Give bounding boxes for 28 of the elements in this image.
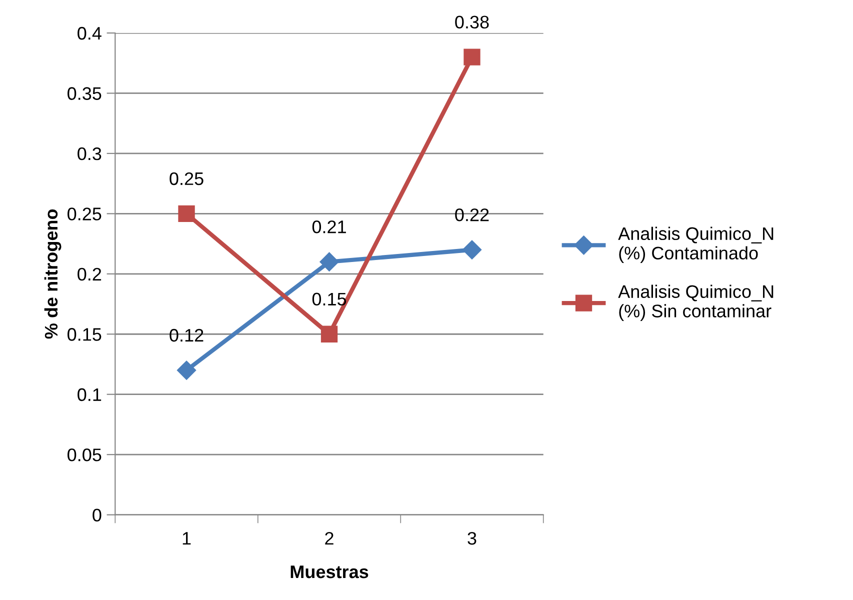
data-label: 0.21	[312, 220, 346, 234]
y-axis-title: % de nitrogeno	[44, 209, 62, 339]
point	[464, 48, 480, 66]
y-tick-label: 0.1	[78, 388, 102, 402]
x-axis-title: Muestras	[290, 566, 368, 578]
data-label: 0.25	[170, 172, 204, 186]
legend-label: Analisis Quimico_N (%) Sin contaminar	[618, 284, 774, 322]
point	[176, 360, 196, 380]
x-tick-label: 2	[325, 532, 334, 545]
point	[178, 205, 195, 222]
data-label: 0.22	[455, 208, 489, 222]
point	[462, 240, 482, 260]
x-tick-label: 3	[468, 532, 476, 545]
y-tick-label: 0.25	[68, 208, 102, 220]
y-tick-label: 0	[92, 508, 102, 522]
y-tick-label: 0.3	[78, 147, 102, 160]
x-tick-label: 1	[182, 532, 191, 545]
y-tick-label: 0.35	[68, 87, 102, 100]
data-label: 0.15	[312, 292, 346, 306]
data-label: 0.38	[455, 16, 489, 29]
y-tick-label: 0.15	[68, 328, 102, 341]
legend-label: Analisis Quimico_N (%) Contaminado	[618, 226, 774, 264]
y-tick-label: 0.05	[68, 448, 102, 462]
point	[320, 326, 338, 342]
point	[320, 252, 339, 272]
y-tick-label: 0.2	[78, 268, 102, 281]
data-label: 0.12	[170, 328, 204, 342]
y-tick-label: 0.4	[78, 26, 102, 40]
